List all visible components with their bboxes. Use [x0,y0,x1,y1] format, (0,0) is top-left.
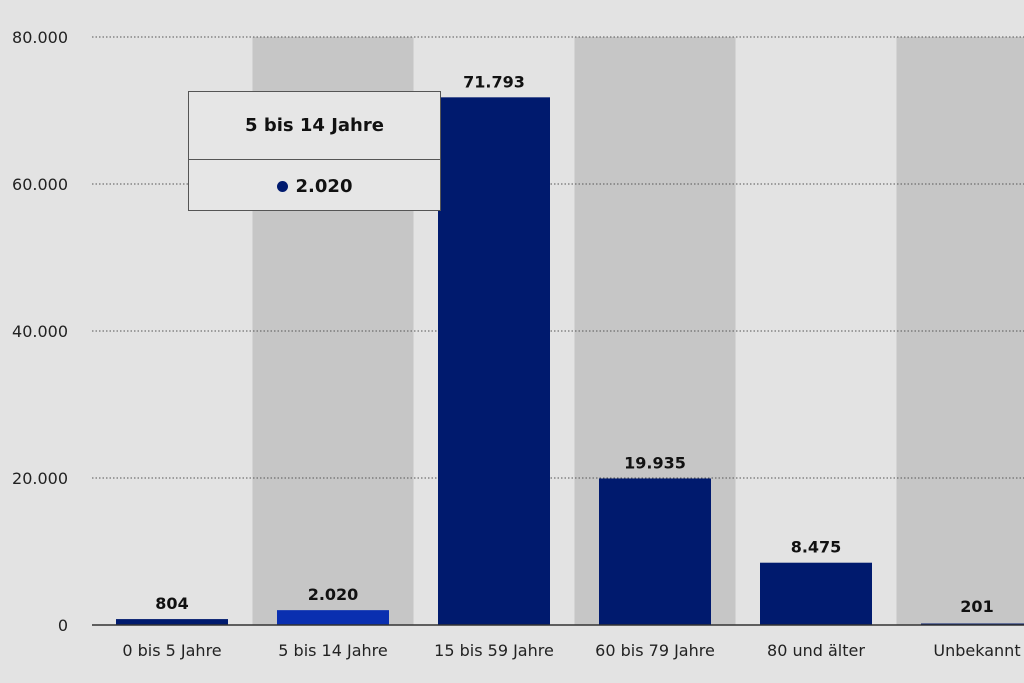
value-labels: 804 2.020 71.793 19.935 8.475 201 [155,72,993,616]
tooltip-value-row: 2.020 [189,160,440,212]
y-tick-label: 60.000 [12,175,68,194]
x-tick-label: 5 bis 14 Jahre [278,641,387,660]
x-tick-label: 60 bis 79 Jahre [595,641,715,660]
tooltip-value: 2.020 [295,175,353,197]
value-label: 804 [155,594,188,613]
series-dot-icon [276,180,288,192]
bar[interactable] [599,478,711,625]
y-tick-label: 80.000 [12,28,68,47]
value-label: 19.935 [624,453,686,472]
value-label: 2.020 [308,585,359,604]
x-tick-label: 0 bis 5 Jahre [122,641,221,660]
tooltip: 5 bis 14 Jahre 2.020 [188,91,441,211]
bars [116,97,1024,625]
x-axis-ticks: 0 bis 5 Jahre 5 bis 14 Jahre 15 bis 59 Jah… [122,641,1020,660]
y-tick-label: 0 [58,616,68,635]
tooltip-title: 5 bis 14 Jahre [189,92,440,160]
bar[interactable] [116,619,228,625]
bar[interactable] [760,562,872,625]
y-tick-label: 20.000 [12,469,68,488]
y-axis-ticks: 0 20.000 40.000 60.000 80.000 [12,28,68,635]
y-tick-label: 40.000 [12,322,68,341]
value-label: 201 [960,597,993,616]
bar[interactable] [277,610,389,625]
value-label: 8.475 [791,538,842,557]
bar[interactable] [438,97,550,625]
x-tick-label: 15 bis 59 Jahre [434,641,554,660]
x-tick-label: Unbekannt [933,641,1020,660]
x-tick-label: 80 und älter [767,641,865,660]
value-label: 71.793 [463,72,525,91]
